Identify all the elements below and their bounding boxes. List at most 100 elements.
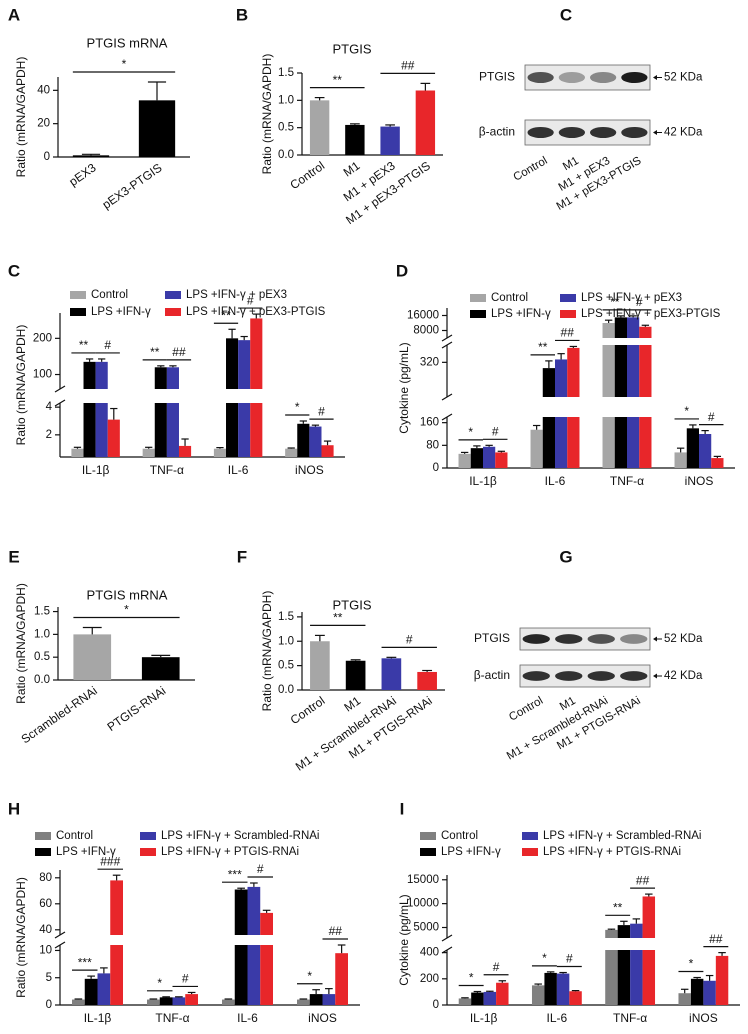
bar [73, 634, 112, 680]
x-tick-label: M1 [341, 693, 363, 714]
y-tick-label: 160 [420, 417, 439, 429]
bar [247, 945, 261, 1005]
significance-label: ## [172, 345, 186, 359]
y-tick-label: 60 [39, 898, 52, 910]
y-tick-label: 320 [420, 356, 439, 368]
bar [555, 417, 568, 468]
bar [530, 429, 543, 468]
bar [458, 998, 472, 1005]
y-tick-label: 0 [46, 999, 52, 1011]
y-tick-label: 16000 [407, 310, 439, 322]
bar [226, 403, 239, 457]
x-tick-label: M1 [341, 158, 363, 179]
x-tick-label: Control [288, 694, 328, 728]
panel-letter: B [236, 5, 248, 24]
significance-label: ** [150, 345, 160, 359]
bar [71, 448, 84, 457]
bar [614, 417, 627, 468]
axis-break [54, 385, 66, 393]
bar [471, 992, 484, 1005]
bar [627, 417, 640, 468]
bar [321, 445, 334, 457]
significance-label: * [307, 969, 312, 983]
blot-size-label: 42 KDa [664, 670, 703, 682]
significance-label: # [182, 972, 189, 986]
y-tick-label: 200 [420, 973, 439, 985]
bar [95, 361, 108, 389]
bar [172, 997, 186, 1005]
bar [602, 323, 615, 338]
bar [138, 100, 176, 157]
y-tick-label: 20 [37, 118, 50, 130]
y-tick-label: 0 [433, 462, 439, 474]
bar [154, 403, 167, 457]
bar [711, 458, 724, 468]
bar [154, 367, 167, 389]
legend-swatch [522, 848, 538, 856]
x-tick-label: iNOS [689, 1011, 718, 1025]
bar [690, 978, 704, 1005]
x-tick-label: Control [287, 159, 327, 193]
blot-band [587, 634, 615, 644]
legend-swatch [560, 310, 576, 318]
bar [630, 950, 643, 1005]
bar [310, 641, 330, 690]
blot-strip [519, 664, 651, 688]
bar [556, 973, 570, 1005]
blot-band [620, 671, 648, 681]
bar [238, 340, 251, 389]
bar [335, 953, 348, 1005]
bar [602, 417, 615, 468]
bar [483, 446, 496, 468]
blot-band [620, 634, 648, 644]
x-tick-label: IL-1β [82, 463, 110, 477]
legend-swatch [165, 308, 181, 316]
blot-band [587, 671, 615, 681]
x-tick-label: IL-1β [84, 1011, 112, 1025]
bar [247, 886, 261, 935]
panel-letter: H [8, 799, 20, 818]
blot-band [621, 127, 648, 138]
blot-band [522, 671, 550, 681]
blot-row-label: PTGIS [479, 70, 515, 84]
bar [166, 367, 179, 389]
bar [617, 925, 631, 938]
bar [250, 403, 263, 457]
significance-label: # [636, 295, 643, 309]
significance-label: ** [221, 308, 231, 322]
legend-label: LPS +IFN-γ + PTGIS-RNAi [161, 846, 299, 858]
legend-label: LPS +IFN-γ + pEX3-PTGIS [581, 308, 721, 320]
bar [345, 124, 365, 155]
chart-title: PTGIS [332, 597, 371, 612]
significance-label: ## [561, 326, 575, 340]
legend-label: LPS +IFN-γ + pEX3-PTGIS [186, 306, 326, 318]
blot-row-label: PTGIS [474, 631, 510, 645]
bar [285, 448, 298, 457]
panel-letter: C [8, 261, 20, 280]
y-tick-label: 4 [46, 401, 53, 413]
bar [678, 993, 691, 1005]
y-tick-label: 1.5 [278, 67, 294, 79]
significance-label: ## [709, 932, 723, 946]
legend-label: LPS +IFN-γ + PTGIS-RNAi [543, 846, 681, 858]
bar [544, 972, 557, 1005]
legend-label: LPS +IFN-γ + pEX3 [581, 292, 682, 304]
chart-title: PTGIS mRNA [87, 35, 168, 50]
panel-letter: E [8, 547, 19, 566]
significance-label: # [406, 633, 413, 647]
legend-swatch [420, 832, 436, 840]
bar [297, 999, 310, 1005]
chart-title: PTGIS [332, 41, 371, 56]
bar [213, 448, 227, 457]
significance-label: ## [636, 873, 650, 887]
significance-label: # [492, 425, 499, 439]
blot-band [555, 671, 583, 681]
significance-label: ## [329, 924, 343, 938]
bar [495, 452, 508, 468]
bar [567, 417, 580, 468]
x-tick-label: IL-1β [469, 474, 497, 488]
significance-label: # [104, 338, 111, 352]
significance-label: *** [78, 955, 92, 969]
bar [97, 973, 111, 1005]
blot-band [590, 72, 617, 83]
